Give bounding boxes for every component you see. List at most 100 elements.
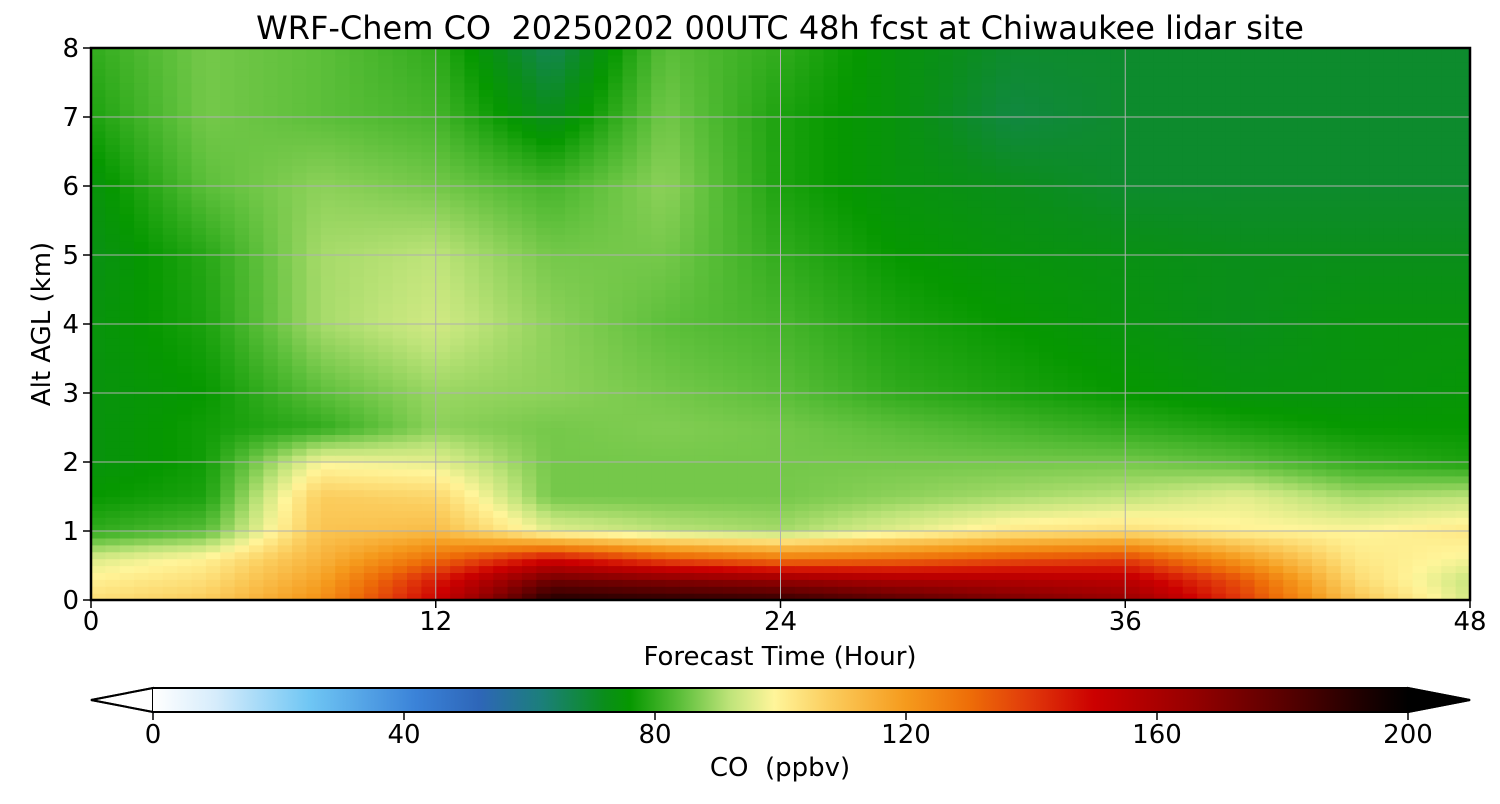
heatmap-cell (320, 248, 336, 256)
heatmap-cell (407, 551, 422, 560)
heatmap-cell (1311, 393, 1327, 401)
heatmap-cell (780, 241, 796, 249)
heatmap-cell (162, 482, 178, 491)
heatmap-cell (306, 524, 322, 532)
heatmap-cell (593, 489, 609, 498)
heatmap-cell (1268, 489, 1284, 498)
heatmap-cell (1326, 393, 1342, 401)
heatmap-cell (378, 551, 394, 560)
heatmap-cell (1240, 296, 1256, 304)
heatmap-cell (1254, 565, 1270, 573)
heatmap-cell (737, 351, 753, 360)
heatmap-cell (1283, 503, 1299, 511)
heatmap-cell (665, 441, 681, 449)
heatmap-cell (234, 579, 250, 587)
heatmap-cell (608, 517, 624, 525)
heatmap-cell (1053, 296, 1069, 304)
heatmap-cell (1383, 503, 1399, 511)
heatmap-cell (521, 344, 537, 353)
heatmap-cell (478, 593, 494, 601)
heatmap-cell (234, 455, 250, 463)
heatmap-cell (277, 337, 293, 346)
heatmap-cell (1067, 372, 1083, 380)
heatmap-cell (1125, 393, 1141, 401)
heatmap-cell (91, 372, 106, 380)
heatmap-cell (1326, 517, 1342, 525)
heatmap-cell (134, 558, 150, 567)
heatmap-cell (708, 413, 724, 422)
heatmap-cell (837, 434, 853, 442)
heatmap-cell (335, 317, 351, 325)
heatmap-cell (852, 324, 868, 332)
heatmap-cell (335, 420, 351, 429)
heatmap-cell (651, 241, 667, 249)
heatmap-cell (938, 255, 954, 263)
heatmap-cell (134, 448, 150, 456)
heatmap-cell (1283, 261, 1299, 270)
heatmap-cell (550, 496, 566, 504)
heatmap-cell (981, 255, 997, 263)
heatmap-cell (1096, 358, 1112, 366)
heatmap-cell (1225, 358, 1241, 366)
heatmap-cell (536, 261, 552, 270)
heatmap-cell (737, 524, 753, 532)
heatmap-cell (1096, 517, 1112, 525)
heatmap-cell (507, 462, 523, 470)
heatmap-cell (1326, 462, 1342, 470)
heatmap-cell (1441, 496, 1457, 504)
heatmap-cell (1096, 344, 1112, 353)
heatmap-cell (464, 275, 480, 284)
heatmap-cell (636, 510, 652, 518)
heatmap-cell (550, 413, 566, 422)
heatmap-cell (349, 537, 365, 546)
heatmap-cell (91, 544, 106, 553)
heatmap-cell (751, 475, 767, 484)
heatmap-cell (1369, 241, 1385, 249)
heatmap-cell (651, 572, 667, 580)
heatmap-cell (1412, 372, 1428, 380)
heatmap-cell (134, 399, 150, 408)
heatmap-cell (938, 386, 954, 394)
heatmap-cell (909, 365, 925, 373)
heatmap-cell (1412, 268, 1428, 277)
heatmap-cell (579, 524, 595, 532)
heatmap-cell (205, 475, 221, 484)
heatmap-cell (1082, 310, 1098, 318)
heatmap-cell (1340, 551, 1356, 560)
heatmap-cell (565, 296, 580, 304)
heatmap-cell (378, 462, 394, 470)
heatmap-cell (292, 275, 308, 284)
heatmap-cell (162, 448, 178, 456)
heatmap-cell (1082, 282, 1098, 291)
heatmap-cell (909, 372, 925, 380)
heatmap-cell (737, 268, 753, 277)
heatmap-cell (1082, 441, 1098, 449)
heatmap-cell (91, 510, 106, 518)
heatmap-cell (1010, 503, 1026, 511)
heatmap-cell (205, 482, 221, 491)
heatmap-cell (651, 289, 667, 297)
heatmap-cell (1225, 413, 1241, 422)
heatmap-cell (220, 268, 236, 277)
heatmap-cell (981, 537, 997, 546)
heatmap-cell (1225, 303, 1241, 311)
heatmap-cell (119, 489, 135, 498)
heatmap-cell (1240, 448, 1256, 456)
heatmap-cell (1426, 441, 1442, 449)
heatmap-cell (909, 303, 925, 311)
heatmap-cell (679, 289, 695, 297)
heatmap-cell (708, 303, 724, 311)
heatmap-cell (1426, 289, 1442, 297)
heatmap-cell (837, 372, 853, 380)
heatmap-cell (363, 455, 379, 463)
heatmap-cell (1326, 296, 1342, 304)
heatmap-cell (866, 524, 882, 532)
heatmap-cell (162, 524, 178, 532)
heatmap-cell (809, 317, 825, 325)
heatmap-cell (809, 572, 825, 580)
heatmap-cell (407, 365, 422, 373)
heatmap-cell (565, 303, 580, 311)
heatmap-cell (292, 475, 308, 484)
heatmap-cell (1125, 275, 1141, 284)
heatmap-cell (392, 496, 408, 504)
